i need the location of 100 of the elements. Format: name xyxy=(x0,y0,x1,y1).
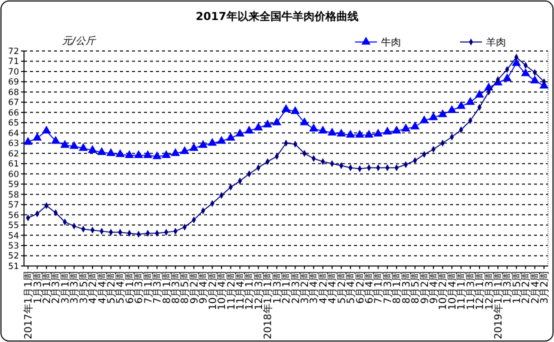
point xyxy=(336,128,346,137)
x-tick-label: 7月3周 xyxy=(382,271,394,304)
point xyxy=(134,150,144,158)
x-tick-label: 1月5周 xyxy=(512,271,523,304)
point xyxy=(512,58,521,66)
y-tick-label: 68 xyxy=(8,88,19,98)
y-tick-label: 57 xyxy=(8,200,19,211)
point xyxy=(263,119,272,128)
point xyxy=(124,150,134,158)
point xyxy=(502,73,512,82)
y-tick-label: 59 xyxy=(8,180,19,190)
x-tick-label: 7月1周 xyxy=(143,271,154,304)
y-tick-label: 69 xyxy=(8,78,19,88)
point xyxy=(70,140,79,149)
point xyxy=(474,90,484,98)
point xyxy=(392,126,402,134)
point xyxy=(428,112,438,120)
y-tick-label: 52 xyxy=(8,252,19,262)
y-tick-label: 63 xyxy=(8,139,19,150)
y-tick-label: 72 xyxy=(8,46,19,57)
y-tick-label: 70 xyxy=(8,67,19,78)
point xyxy=(143,150,152,158)
y-tick-label: 61 xyxy=(8,160,19,170)
y-tick-label: 56 xyxy=(8,210,19,221)
x-tick-label: 3月5周 xyxy=(78,271,90,304)
x-tick-label: 5月2周 xyxy=(336,271,348,304)
y-tick-label: 58 xyxy=(8,190,19,200)
point xyxy=(208,138,217,146)
x-tick-label: 8月1周 xyxy=(162,271,173,304)
point xyxy=(116,149,125,158)
y-tick-label: 51 xyxy=(8,262,19,272)
x-tick-label: 6月2周 xyxy=(355,271,366,304)
x-tick-label: 11月2周 xyxy=(226,271,238,310)
y-tick-label: 71 xyxy=(8,57,19,68)
y-axis-title: 元/公斤 xyxy=(62,35,96,47)
point xyxy=(162,150,171,158)
y-tick-label: 67 xyxy=(8,98,19,108)
point xyxy=(382,126,392,135)
point xyxy=(226,132,236,141)
x-tick-label: 3月1周 xyxy=(60,271,72,304)
x-tick-label: 3月2周 xyxy=(540,271,551,304)
x-tick-label: 1月3周 xyxy=(32,271,44,304)
point xyxy=(244,126,254,134)
point xyxy=(32,132,42,141)
y-tick-label: 60 xyxy=(8,170,19,180)
x-tick-label: 2月4周 xyxy=(530,271,542,304)
point xyxy=(88,145,98,153)
chart-title: 2017年以来全国牛羊肉价格曲线 xyxy=(196,10,358,23)
x-tick-label: 6月1周 xyxy=(124,271,136,304)
point xyxy=(23,136,33,145)
point xyxy=(374,128,383,137)
legend-label: 羊肉 xyxy=(486,36,506,48)
point xyxy=(521,68,530,76)
legend-label: 牛肉 xyxy=(381,36,401,48)
x-tick-label: 10月2周 xyxy=(208,271,219,310)
point xyxy=(346,130,356,138)
point xyxy=(300,117,309,126)
point xyxy=(272,117,282,126)
y-tick-label: 53 xyxy=(8,242,19,252)
point xyxy=(216,136,226,144)
point xyxy=(420,115,429,124)
x-tick-label: 11月3周 xyxy=(466,271,477,310)
point xyxy=(235,128,244,137)
point xyxy=(318,126,328,134)
point xyxy=(254,122,263,130)
x-tick-label: 1月3周 xyxy=(272,271,284,304)
point xyxy=(364,130,374,138)
x-tick-label: 4月2周 xyxy=(318,271,330,304)
point xyxy=(152,151,162,160)
y-tick-label: 64 xyxy=(8,128,19,139)
point xyxy=(530,75,540,84)
point xyxy=(401,124,410,132)
point xyxy=(309,124,318,132)
x-tick-label: 8月3周 xyxy=(401,271,412,304)
point xyxy=(198,140,208,148)
x-tick-label: 9月2周 xyxy=(420,271,431,304)
point xyxy=(290,106,300,114)
y-tick-label: 65 xyxy=(8,118,19,129)
point xyxy=(355,130,364,138)
x-tick-label: 2月3周 xyxy=(290,271,302,304)
point xyxy=(328,128,337,136)
y-tick-label: 55 xyxy=(8,221,19,232)
x-tick-label: 4月4周 xyxy=(97,271,108,304)
point xyxy=(281,104,291,112)
point xyxy=(51,136,60,144)
point xyxy=(438,109,448,118)
y-tick-label: 62 xyxy=(8,149,19,160)
point xyxy=(78,143,88,151)
x-tick-label: 10月4周 xyxy=(447,271,458,310)
y-tick-label: 66 xyxy=(8,108,19,118)
point xyxy=(106,148,116,156)
y-tick-label: 54 xyxy=(8,231,19,242)
point xyxy=(447,105,456,114)
point xyxy=(466,96,475,105)
point xyxy=(170,148,180,156)
point xyxy=(42,126,51,134)
point xyxy=(189,143,198,151)
point xyxy=(97,147,106,155)
point xyxy=(180,146,190,154)
x-tick-label: 9月2周 xyxy=(189,271,200,304)
